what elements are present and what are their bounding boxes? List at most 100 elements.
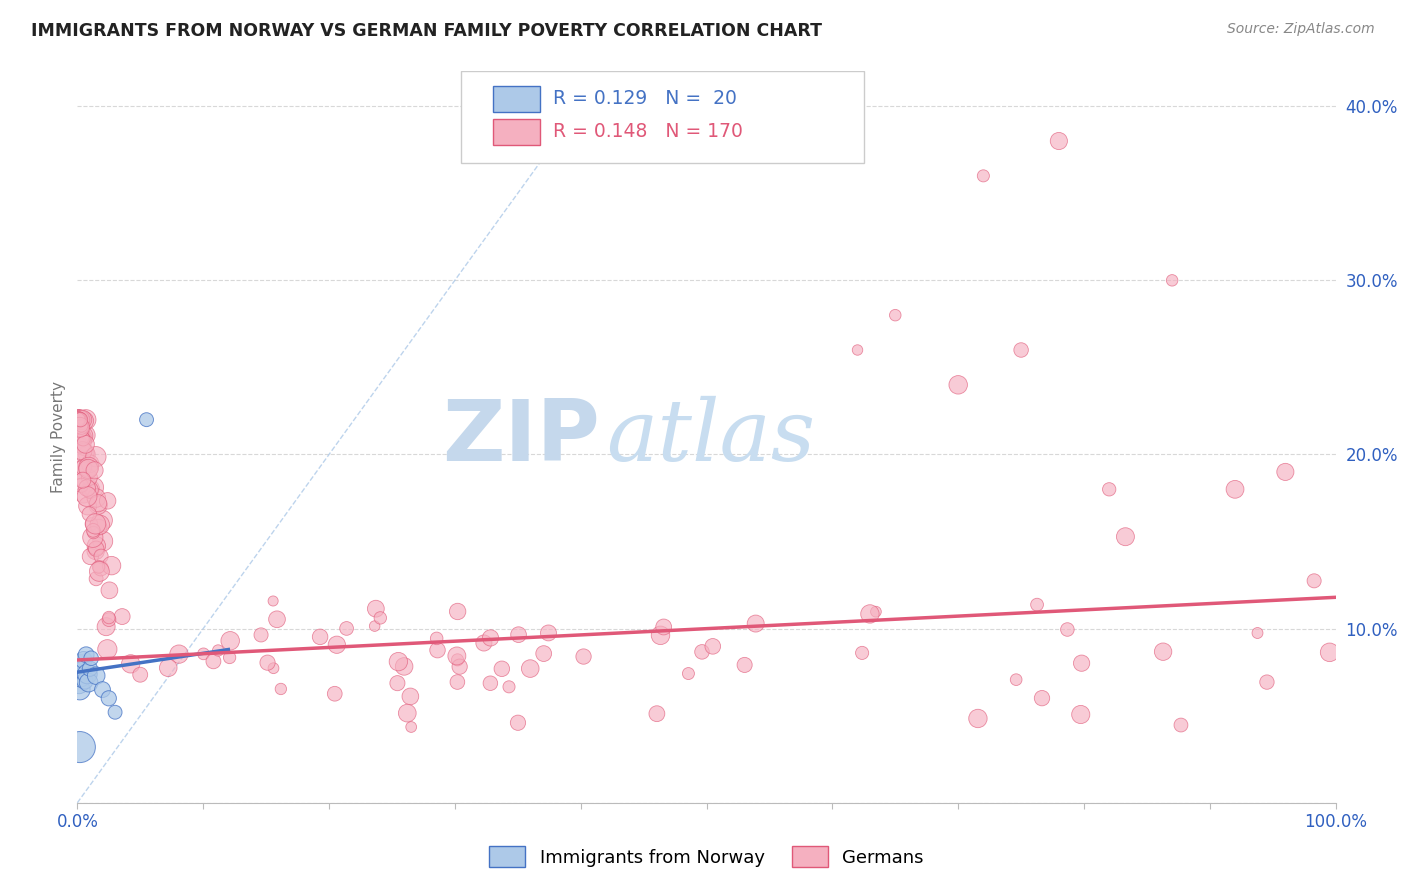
Point: [72, 430, 94, 444]
Point: [865, 605, 887, 619]
Point: [69, 412, 91, 426]
Point: [66, 418, 89, 433]
Point: [392, 659, 415, 673]
Point: [72, 412, 94, 426]
Point: [69, 430, 91, 444]
Point: [79, 662, 101, 676]
Point: [702, 640, 724, 654]
Point: [219, 633, 242, 648]
Point: [1070, 656, 1092, 670]
Point: [69, 412, 91, 426]
Point: [69, 416, 91, 430]
Point: [851, 646, 873, 660]
Point: [83, 463, 105, 477]
Point: [75, 412, 97, 426]
Point: [479, 676, 502, 690]
Point: [84, 541, 107, 556]
Point: [368, 611, 391, 625]
Point: [508, 628, 530, 642]
Text: R = 0.148   N = 170: R = 0.148 N = 170: [553, 122, 742, 141]
Legend: Immigrants from Norway, Germans: Immigrants from Norway, Germans: [482, 839, 931, 874]
Point: [1098, 483, 1121, 497]
Point: [70, 473, 93, 487]
Point: [262, 594, 284, 608]
Point: [1026, 598, 1049, 612]
Text: R = 0.129   N =  20: R = 0.129 N = 20: [553, 89, 737, 108]
Point: [1170, 718, 1192, 732]
Point: [67, 417, 90, 432]
Point: [399, 720, 422, 734]
Point: [96, 642, 118, 657]
Point: [90, 561, 112, 575]
Point: [66, 412, 89, 426]
Point: [270, 681, 292, 696]
Point: [86, 539, 108, 553]
Point: [87, 498, 110, 512]
Point: [263, 661, 285, 675]
Point: [97, 691, 120, 706]
Point: [83, 480, 105, 494]
Point: [73, 446, 96, 460]
Point: [129, 667, 152, 681]
Point: [491, 662, 513, 676]
Point: [100, 558, 122, 573]
Point: [744, 616, 766, 631]
Point: [537, 626, 560, 640]
Point: [1161, 273, 1184, 287]
Point: [309, 630, 332, 644]
Point: [79, 483, 101, 497]
Point: [734, 657, 756, 672]
Point: [91, 682, 114, 697]
Point: [690, 645, 713, 659]
Point: [426, 632, 449, 646]
Point: [859, 607, 882, 621]
Point: [479, 631, 502, 645]
Point: [1010, 343, 1032, 357]
Point: [426, 643, 449, 657]
Point: [98, 613, 121, 627]
Point: [1056, 623, 1078, 637]
Point: [363, 619, 385, 633]
Point: [94, 620, 117, 634]
Y-axis label: Family Poverty: Family Poverty: [51, 381, 66, 493]
Point: [193, 647, 215, 661]
Point: [70, 478, 93, 492]
Point: [1152, 645, 1174, 659]
Point: [90, 549, 112, 564]
Point: [84, 450, 107, 464]
Point: [1070, 707, 1092, 722]
Point: [80, 516, 103, 531]
Point: [1274, 465, 1296, 479]
Point: [256, 656, 278, 670]
Point: [446, 648, 468, 663]
Point: [87, 520, 110, 534]
Point: [87, 560, 110, 574]
Point: [69, 420, 91, 434]
Point: [1031, 691, 1053, 706]
Point: [69, 412, 91, 426]
Point: [76, 499, 98, 513]
Point: [84, 516, 107, 531]
Point: [70, 412, 93, 426]
Point: [336, 622, 359, 636]
Point: [69, 463, 91, 477]
Point: [67, 412, 90, 426]
Point: [89, 565, 111, 579]
Point: [266, 612, 288, 626]
Point: [69, 412, 91, 426]
Point: [79, 549, 101, 564]
Point: [157, 661, 180, 675]
Point: [75, 428, 97, 442]
Point: [1319, 645, 1341, 659]
Point: [69, 682, 91, 697]
Point: [77, 460, 100, 475]
Point: [1223, 483, 1246, 497]
Point: [72, 412, 94, 426]
Point: [218, 650, 240, 665]
Point: [446, 675, 468, 690]
Point: [1256, 675, 1278, 690]
Point: [72, 473, 94, 487]
Point: [73, 460, 96, 475]
Point: [76, 490, 98, 504]
Point: [202, 654, 225, 668]
